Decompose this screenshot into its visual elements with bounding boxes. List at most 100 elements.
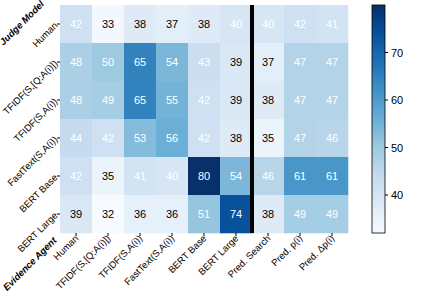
cell — [220, 195, 252, 233]
cell-label: 42 — [102, 132, 114, 144]
cell-label: 51 — [198, 208, 210, 220]
cell — [284, 119, 316, 157]
cell-label: 65 — [134, 94, 146, 106]
cell-label: 61 — [326, 170, 338, 182]
tick — [108, 233, 109, 236]
cell — [156, 81, 188, 119]
cell-label: 56 — [166, 132, 178, 144]
cell-label: 48 — [70, 94, 82, 106]
cell — [92, 195, 124, 233]
cell — [220, 5, 252, 43]
cell-label: 55 — [166, 94, 178, 106]
cell-label: 47 — [294, 94, 306, 106]
cell — [188, 43, 220, 81]
tick — [140, 233, 141, 236]
cell — [316, 81, 348, 119]
cell-label: 38 — [230, 132, 242, 144]
cell — [220, 157, 252, 195]
cell-label: 54 — [230, 170, 242, 182]
cell — [284, 81, 316, 119]
colorbar-tick-label: 40 — [391, 189, 403, 201]
cell-label: 42 — [70, 18, 82, 30]
cell-label: 40 — [230, 18, 242, 30]
colorbar-tick — [385, 100, 388, 101]
cell — [92, 43, 124, 81]
cell-label: 41 — [134, 170, 146, 182]
cell-label: 54 — [166, 56, 178, 68]
colorbar-frame — [372, 5, 385, 233]
cell — [252, 5, 284, 43]
cell-label: 39 — [70, 208, 82, 220]
cell — [92, 81, 124, 119]
cell-label: 35 — [102, 170, 114, 182]
cell — [316, 5, 348, 43]
cell — [124, 43, 156, 81]
cell — [156, 5, 188, 43]
cell — [124, 157, 156, 195]
cell-label: 39 — [230, 56, 242, 68]
colorbar-tick — [385, 147, 388, 148]
cell — [284, 43, 316, 81]
tick — [57, 100, 60, 101]
cell-label: 37 — [166, 18, 178, 30]
cell-label: 42 — [70, 170, 82, 182]
cell-label: 80 — [198, 170, 210, 182]
column-label: TFIDF(S,[Q;A(i)]) — [54, 233, 113, 292]
heatmap-chart: 4233383738404042414850655443393747474849… — [0, 0, 438, 298]
row-label: Human — [30, 20, 59, 49]
tick — [57, 62, 60, 63]
cell — [124, 81, 156, 119]
cell — [188, 5, 220, 43]
colorbar-tick-label: 60 — [391, 94, 403, 106]
cell-label: 47 — [326, 94, 338, 106]
cell-label: 35 — [262, 132, 274, 144]
cell — [124, 119, 156, 157]
cell — [252, 81, 284, 119]
colorbar-tick — [385, 52, 388, 53]
column-label: Pred. Search — [225, 233, 272, 280]
cell — [156, 195, 188, 233]
cell — [60, 5, 92, 43]
cell-label: 47 — [294, 132, 306, 144]
cell — [284, 195, 316, 233]
tick — [57, 24, 60, 25]
cell-label: 41 — [326, 18, 338, 30]
cell-label: 38 — [198, 18, 210, 30]
tick — [57, 214, 60, 215]
cell-label: 40 — [262, 18, 274, 30]
cell-label: 40 — [166, 170, 178, 182]
cell-label: 42 — [198, 94, 210, 106]
cell — [252, 157, 284, 195]
cell — [60, 81, 92, 119]
cell — [188, 81, 220, 119]
cell — [316, 195, 348, 233]
column-label: FastText(S,A(i)) — [122, 233, 176, 287]
cell-label: 44 — [70, 132, 82, 144]
cell-label: 65 — [134, 56, 146, 68]
cell — [60, 43, 92, 81]
cell — [188, 195, 220, 233]
cell — [156, 157, 188, 195]
colorbar — [372, 5, 385, 234]
cell — [284, 5, 316, 43]
cell — [316, 43, 348, 81]
cell-label: 53 — [134, 132, 146, 144]
cell-label: 38 — [262, 208, 274, 220]
cell — [284, 157, 316, 195]
tick — [172, 233, 173, 236]
cell — [92, 157, 124, 195]
cell-label: 48 — [70, 56, 82, 68]
cell-label: 49 — [326, 208, 338, 220]
tick — [204, 233, 205, 236]
cell — [124, 5, 156, 43]
tick — [57, 176, 60, 177]
cell-label: 47 — [326, 56, 338, 68]
tick — [236, 233, 237, 236]
tick — [332, 233, 333, 236]
column-label: Human — [51, 233, 80, 262]
cell-label: 46 — [326, 132, 338, 144]
cell — [316, 119, 348, 157]
cell-label: 33 — [102, 18, 114, 30]
cells — [60, 5, 348, 233]
colorbar-tick — [385, 195, 388, 196]
